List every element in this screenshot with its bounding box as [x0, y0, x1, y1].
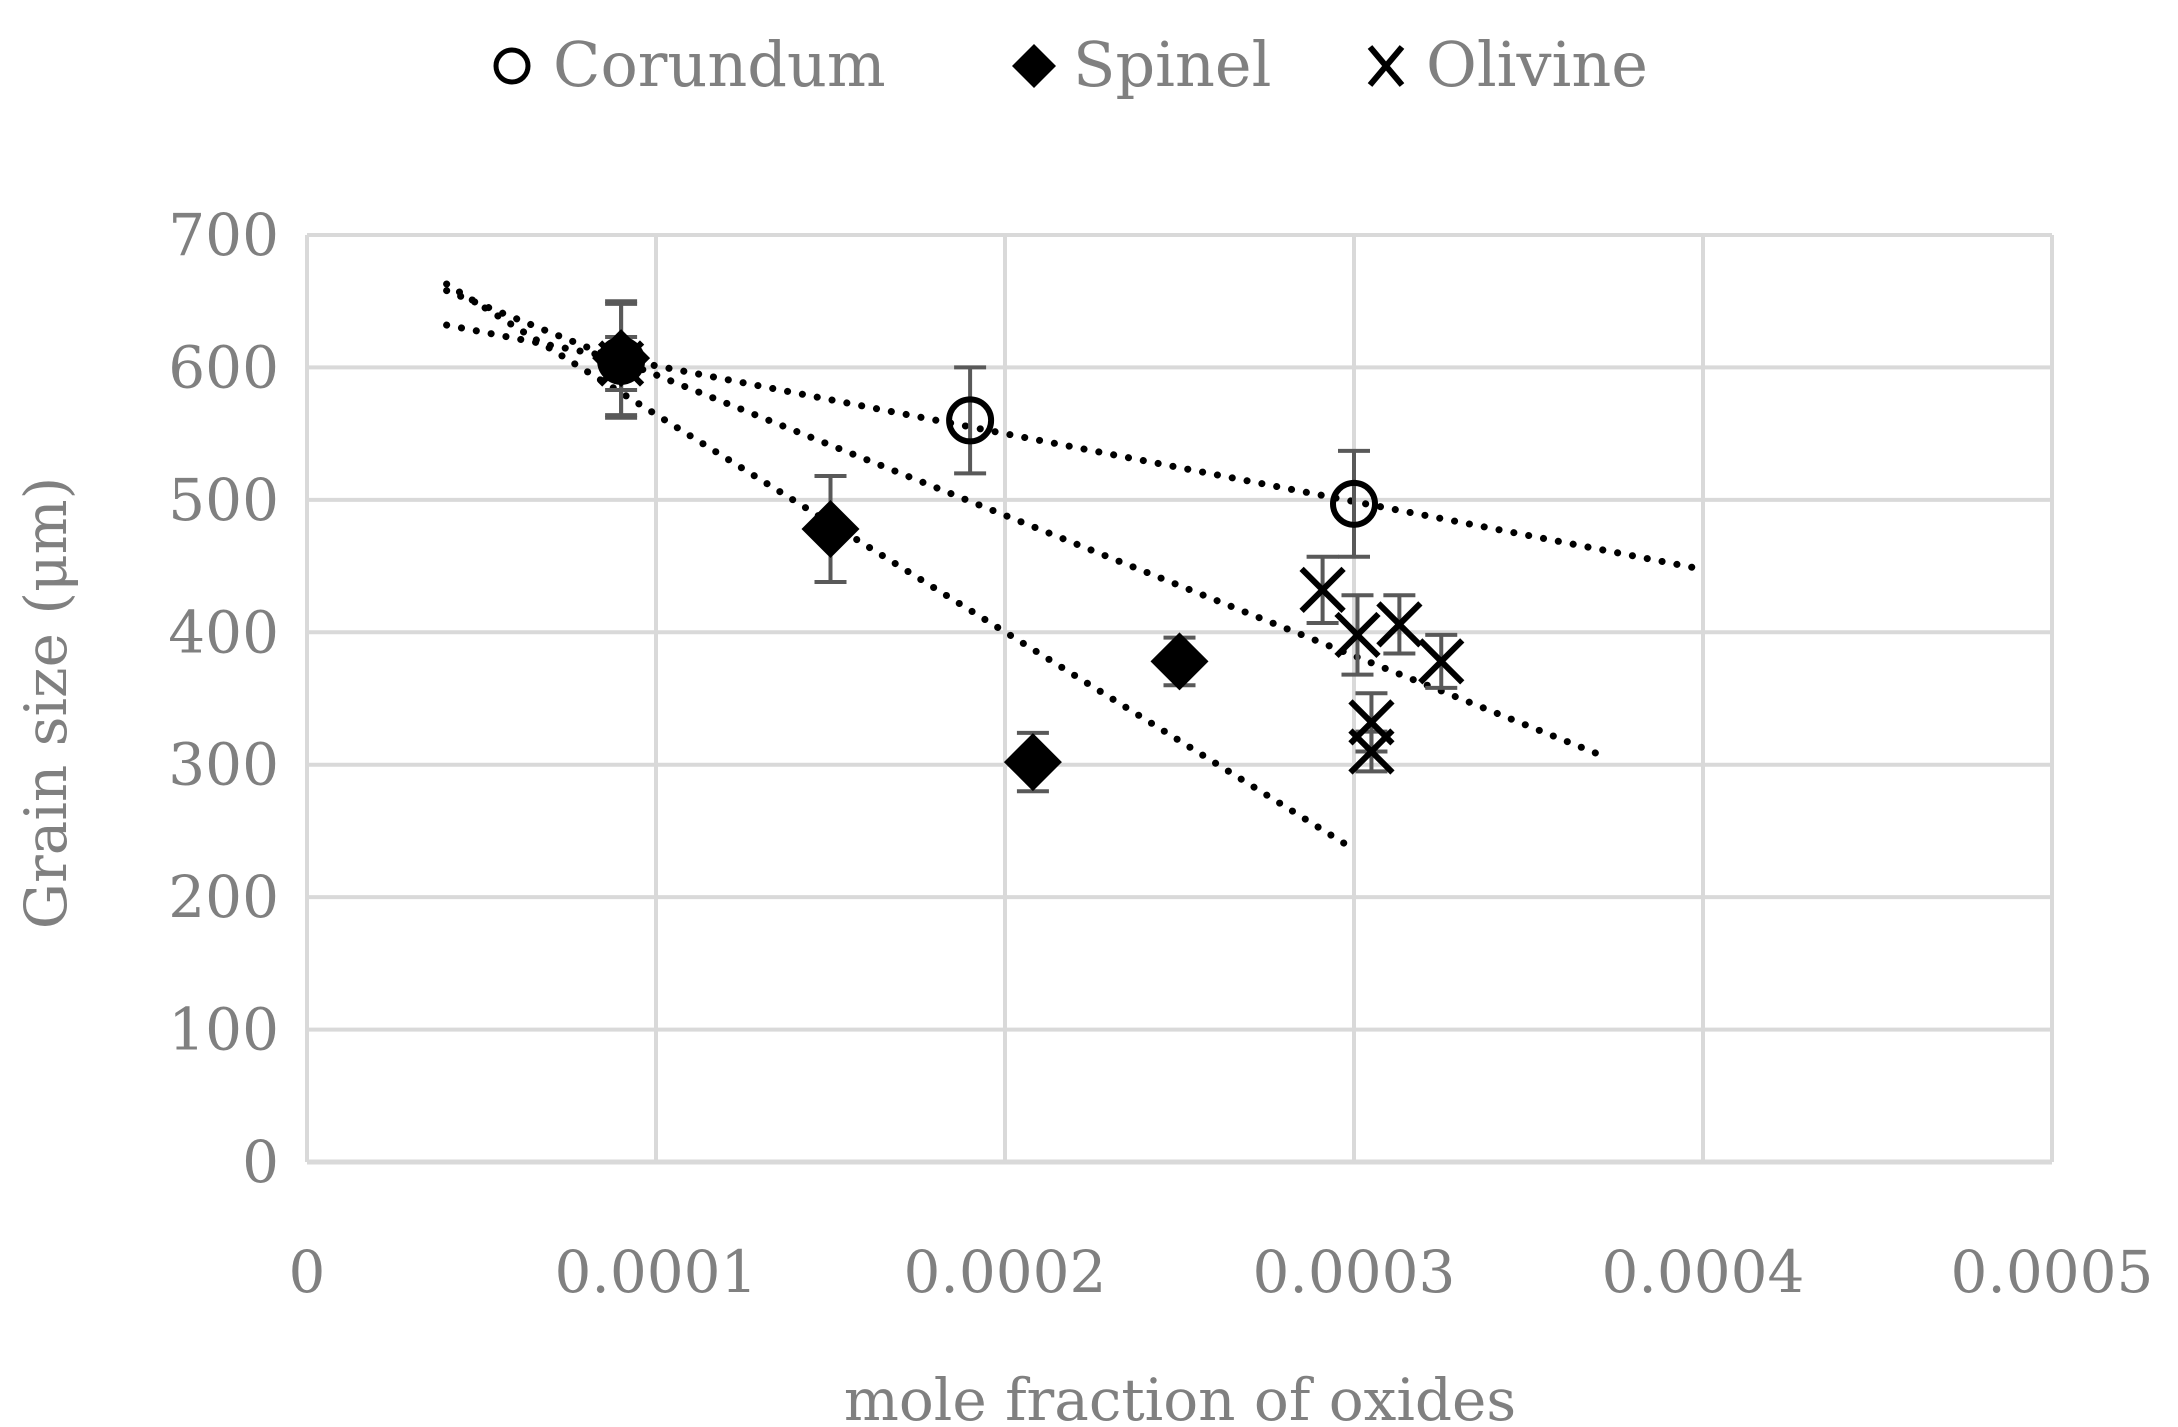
x-tick-label: 0.0002 [904, 1238, 1107, 1306]
point-spinel [1150, 632, 1209, 691]
trendline-olivine [443, 287, 1602, 758]
x-tick-label: 0.0004 [1602, 1238, 1805, 1306]
point-corundum [1330, 479, 1378, 528]
error-bars [605, 299, 1458, 794]
y-tick-label: 600 [168, 333, 279, 401]
tick-labels: 0 100 200 300 400 500 600 700 0 0.0001 0.0002 0.000… [168, 201, 2153, 1306]
point-spinel [801, 499, 860, 558]
x-tick-label: 0.0005 [1951, 1238, 2154, 1306]
point-olivine [1334, 611, 1381, 659]
point-olivine [1418, 638, 1465, 685]
data-markers [592, 329, 1465, 792]
trendline-corundum [443, 321, 1697, 571]
trendline-spinel [443, 280, 1358, 853]
trendlines [443, 280, 1697, 853]
point-olivine [1376, 601, 1423, 648]
y-tick-label: 300 [168, 731, 279, 799]
grid [305, 233, 2054, 1165]
x-tick-label: 0.0003 [1253, 1238, 1456, 1306]
point-olivine [597, 340, 645, 387]
point-olivine [1348, 728, 1395, 775]
legend-marker-olivine [1367, 45, 1405, 87]
legend-label-olivine: Olivine [1426, 28, 1648, 101]
legend-label-spinel: Spinel [1073, 28, 1271, 101]
legend-item-corundum: Corundum [493, 28, 886, 101]
x-tick-label: 0.0001 [555, 1238, 758, 1306]
legend: Corundum Spinel Olivine [493, 28, 1648, 101]
point-spinel [1003, 733, 1062, 792]
error-bar-corundum [954, 365, 987, 476]
y-tick-label: 200 [168, 863, 279, 931]
y-tick-label: 500 [168, 466, 279, 534]
y-tick-label: 400 [168, 598, 279, 666]
legend-item-olivine: Olivine [1367, 28, 1648, 101]
point-spinel [592, 329, 651, 388]
point-olivine [1299, 566, 1346, 614]
legend-marker-spinel [1012, 44, 1056, 88]
legend-item-spinel: Spinel [1012, 28, 1271, 101]
y-tick-label: 100 [168, 996, 279, 1064]
x-tick-label: 0 [289, 1238, 326, 1306]
y-axis-title: Grain size (μm) [12, 477, 80, 930]
legend-marker-corundum [493, 47, 531, 85]
x-axis-title: mole fraction of oxides [844, 1366, 1516, 1427]
y-tick-label: 700 [168, 201, 279, 269]
point-corundum [946, 396, 995, 445]
error-bar-corundum [1338, 448, 1370, 559]
y-tick-label: 0 [242, 1128, 279, 1196]
legend-label-corundum: Corundum [553, 28, 886, 101]
